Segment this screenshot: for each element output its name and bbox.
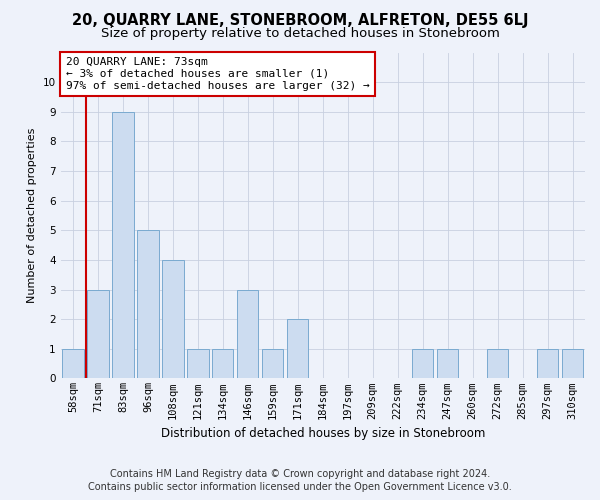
Text: Contains HM Land Registry data © Crown copyright and database right 2024.
Contai: Contains HM Land Registry data © Crown c… <box>88 470 512 492</box>
Text: 20 QUARRY LANE: 73sqm
← 3% of detached houses are smaller (1)
97% of semi-detach: 20 QUARRY LANE: 73sqm ← 3% of detached h… <box>66 58 370 90</box>
Bar <box>88 290 109 378</box>
Bar <box>112 112 134 378</box>
Bar <box>412 349 433 378</box>
Bar <box>62 349 83 378</box>
Bar <box>562 349 583 378</box>
Bar <box>487 349 508 378</box>
Bar <box>237 290 259 378</box>
Text: 20, QUARRY LANE, STONEBROOM, ALFRETON, DE55 6LJ: 20, QUARRY LANE, STONEBROOM, ALFRETON, D… <box>72 12 528 28</box>
Bar <box>187 349 209 378</box>
Bar <box>537 349 558 378</box>
Bar <box>212 349 233 378</box>
Text: Size of property relative to detached houses in Stonebroom: Size of property relative to detached ho… <box>101 28 499 40</box>
Bar <box>262 349 283 378</box>
Y-axis label: Number of detached properties: Number of detached properties <box>27 128 37 303</box>
Bar <box>437 349 458 378</box>
X-axis label: Distribution of detached houses by size in Stonebroom: Distribution of detached houses by size … <box>161 427 485 440</box>
Bar <box>163 260 184 378</box>
Bar <box>137 230 158 378</box>
Bar <box>287 319 308 378</box>
